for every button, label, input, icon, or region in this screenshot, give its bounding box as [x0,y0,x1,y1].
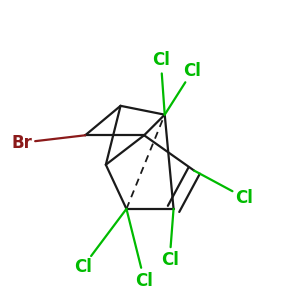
Text: Cl: Cl [161,251,178,269]
Text: Cl: Cl [74,258,92,276]
Text: Cl: Cl [235,188,253,206]
Text: Br: Br [12,134,32,152]
Text: Cl: Cl [152,51,170,69]
Text: Cl: Cl [135,272,153,290]
Text: Cl: Cl [184,62,201,80]
